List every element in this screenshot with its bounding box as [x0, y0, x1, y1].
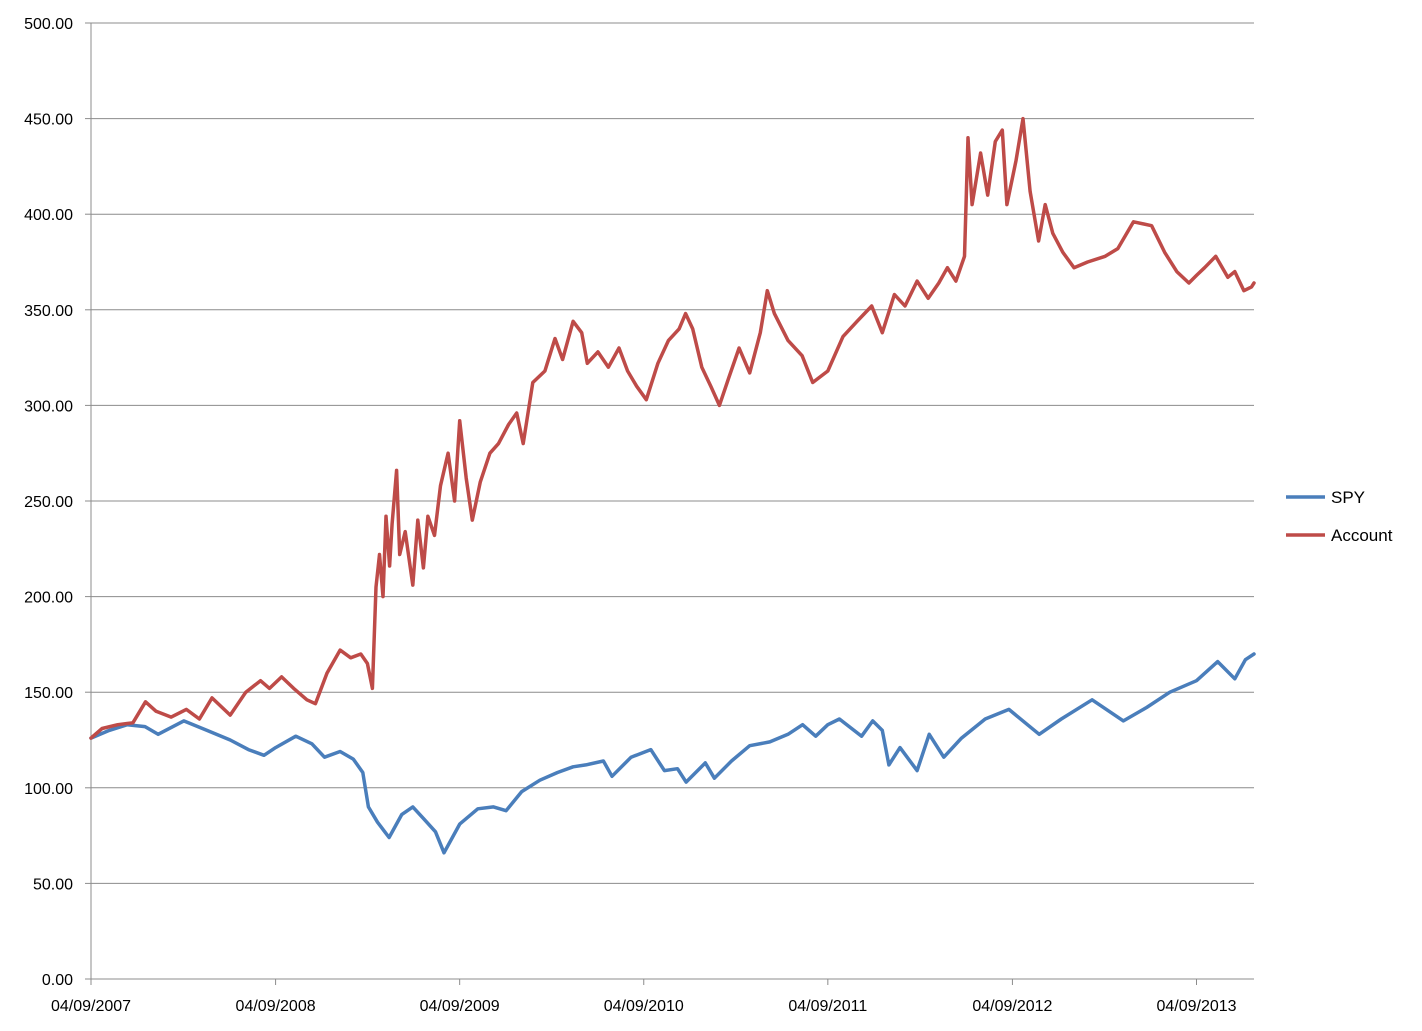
- x-tick-label-5: 04/09/2012: [972, 998, 1052, 1015]
- y-tick-label-3: 150.00: [24, 685, 73, 702]
- y-tick-label-2: 100.00: [24, 781, 73, 798]
- y-axis-tick-labels: 0.00 50.00 100.00 150.00 200.00 250.00 300.00 3…: [24, 16, 91, 989]
- y-tick-label-7: 350.00: [24, 303, 73, 320]
- legend-label-account: Account: [1331, 526, 1393, 545]
- y-tick-label-5: 250.00: [24, 494, 73, 511]
- series-lines: [89, 116, 1256, 855]
- x-axis-tick-labels: 04/09/2007 04/09/2008 04/09/2009 04/09/2010…: [51, 979, 1237, 1015]
- x-tick-label-6: 04/09/2013: [1156, 998, 1236, 1015]
- legend-label-spy: SPY: [1331, 488, 1365, 507]
- y-tick-label-9: 450.00: [24, 112, 73, 129]
- x-tick-label-4: 04/09/2011: [788, 998, 867, 1015]
- legend: SPY Account: [1286, 488, 1393, 545]
- y-tick-label-4: 200.00: [24, 590, 73, 607]
- grid-lines: [91, 22, 1254, 884]
- x-tick-label-2: 04/09/2009: [420, 998, 500, 1015]
- y-tick-label-8: 400.00: [24, 207, 73, 224]
- x-tick-label-1: 04/09/2008: [236, 998, 316, 1015]
- y-tick-label-6: 300.00: [24, 398, 73, 415]
- y-tick-label-1: 50.00: [33, 876, 73, 893]
- x-tick-label-0: 04/09/2007: [51, 998, 131, 1015]
- series-line-account: [89, 116, 1256, 740]
- y-tick-label-10: 500.00: [24, 16, 73, 33]
- x-tick-label-3: 04/09/2010: [604, 998, 684, 1015]
- y-tick-label-0: 0.00: [42, 972, 73, 989]
- series-line-spy: [89, 652, 1256, 855]
